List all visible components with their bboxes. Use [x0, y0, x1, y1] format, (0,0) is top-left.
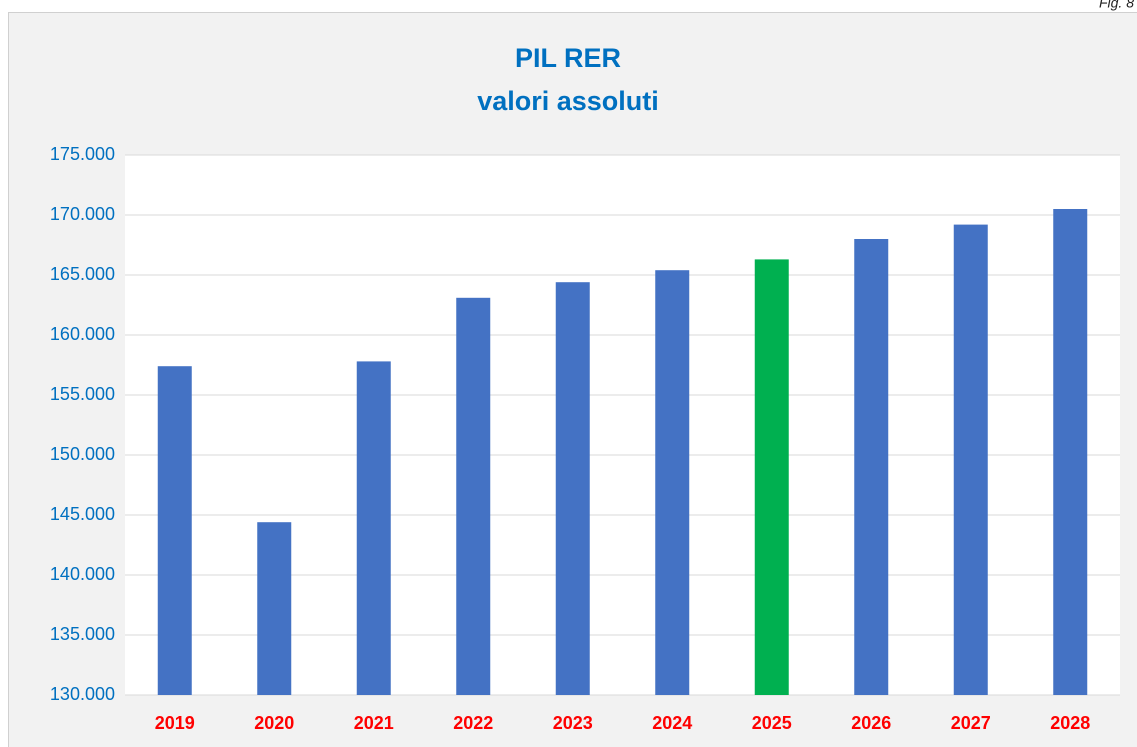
bar	[356, 361, 391, 695]
x-tick-label: 2028	[1050, 713, 1090, 733]
x-tick-label: 2027	[951, 713, 991, 733]
y-tick-label: 165.000	[50, 264, 115, 284]
chart-subtitle: valori assoluti	[477, 86, 659, 116]
y-tick-label: 130.000	[50, 684, 115, 704]
y-tick-label: 145.000	[50, 504, 115, 524]
x-tick-label: 2019	[155, 713, 195, 733]
y-tick-label: 135.000	[50, 624, 115, 644]
bar	[1053, 209, 1088, 695]
y-tick-label: 155.000	[50, 384, 115, 404]
x-tick-label: 2023	[553, 713, 593, 733]
figure-label: Fig. 8	[1099, 0, 1134, 11]
x-tick-label: 2020	[254, 713, 294, 733]
chart-title: PIL RER	[515, 43, 621, 73]
bar	[655, 270, 690, 695]
bar	[257, 522, 292, 695]
bar	[456, 297, 491, 695]
y-tick-label: 160.000	[50, 324, 115, 344]
x-tick-label: 2025	[752, 713, 792, 733]
bar	[754, 259, 789, 695]
bar	[555, 282, 590, 695]
bar	[854, 239, 889, 695]
y-tick-label: 175.000	[50, 144, 115, 164]
x-tick-label: 2024	[652, 713, 692, 733]
bar	[157, 366, 192, 695]
x-tick-label: 2021	[354, 713, 394, 733]
x-tick-label: 2022	[453, 713, 493, 733]
y-tick-label: 150.000	[50, 444, 115, 464]
x-tick-label: 2026	[851, 713, 891, 733]
y-tick-label: 140.000	[50, 564, 115, 584]
y-tick-label: 170.000	[50, 204, 115, 224]
bar	[953, 224, 988, 695]
